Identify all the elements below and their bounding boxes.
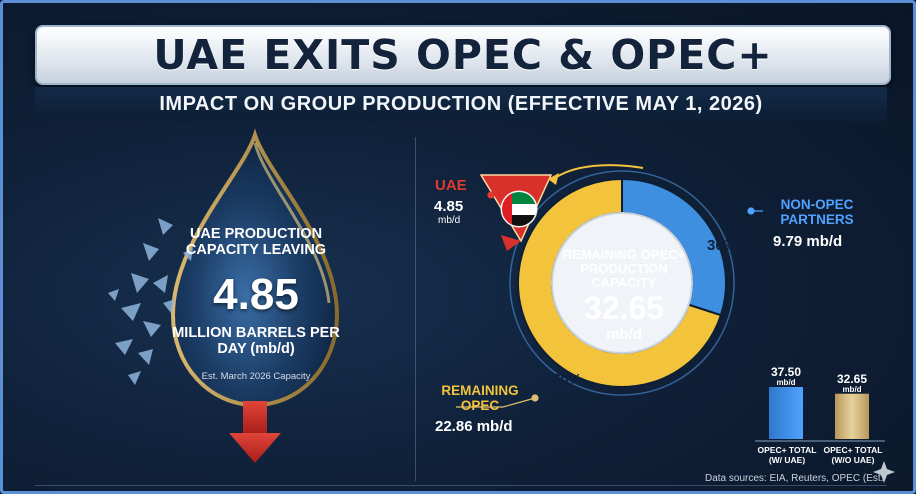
page-title: UAE EXITS OPEC & OPEC+ bbox=[153, 31, 773, 79]
bar-with-uae-label: OPEC+ TOTAL (W/ UAE) bbox=[757, 445, 817, 465]
donut-center-value: 32.65 bbox=[583, 290, 665, 326]
uae-value: 4.85 bbox=[434, 198, 464, 215]
remaining-opec-label: REMAINING OPEC bbox=[441, 383, 519, 413]
bar-without-uae-value: 32.65 bbox=[836, 372, 868, 386]
uae-unit: mb/d bbox=[438, 215, 461, 226]
sparkle-icon bbox=[873, 461, 895, 483]
drop-value: 4.85 bbox=[213, 270, 299, 319]
page-subtitle: IMPACT ON GROUP PRODUCTION (EFFECTIVE MA… bbox=[159, 92, 763, 115]
section-divider bbox=[415, 137, 416, 481]
non-opec-label: NON-OPEC PARTNERS bbox=[780, 197, 854, 227]
uae-label: UAE bbox=[435, 177, 467, 194]
callout-lines bbox=[456, 164, 763, 408]
bar-with-uae-value: 37.50 bbox=[770, 365, 802, 379]
remaining-opec-percent: 70% bbox=[552, 371, 583, 388]
down-arrow-icon bbox=[229, 401, 281, 463]
subtitle-bar: IMPACT ON GROUP PRODUCTION (EFFECTIVE MA… bbox=[35, 87, 887, 121]
donut-center-label: REMAINING OPEC+ PRODUCTION CAPACITY bbox=[562, 247, 686, 290]
drop-label: UAE PRODUCTION CAPACITY LEAVING bbox=[185, 226, 327, 258]
drop-unit: MILLION BARRELS PER DAY (mb/d) bbox=[172, 325, 340, 357]
non-opec-percent: 30% bbox=[707, 237, 738, 254]
donut-center bbox=[551, 212, 693, 354]
donut-chart bbox=[509, 170, 735, 396]
bar-with-uae-unit: mb/d bbox=[776, 378, 796, 387]
shatter-fragments-icon bbox=[108, 218, 193, 385]
non-opec-value: 9.79 mb/d bbox=[773, 233, 843, 250]
remaining-opec-value: 22.86 mb/d bbox=[435, 418, 513, 435]
data-sources: Data sources: EIA, Reuters, OPEC (Est. bbox=[705, 473, 884, 484]
bottom-divider bbox=[35, 485, 887, 486]
title-banner: UAE EXITS OPEC & OPEC+ bbox=[35, 25, 891, 85]
bar-without-uae-label: OPEC+ TOTAL (W/O UAE) bbox=[823, 445, 883, 465]
graphics-layer bbox=[108, 128, 895, 483]
bar-opec-plus-without-uae bbox=[835, 393, 869, 439]
bar-without-uae-unit: mb/d bbox=[842, 385, 862, 394]
uae-flag-icon bbox=[500, 190, 538, 228]
bar-chart bbox=[755, 387, 885, 442]
drop-note: Est. March 2026 Capacity bbox=[201, 371, 311, 382]
bar-opec-plus-with-uae bbox=[769, 387, 803, 439]
donut-center-unit: mb/d bbox=[606, 326, 642, 343]
